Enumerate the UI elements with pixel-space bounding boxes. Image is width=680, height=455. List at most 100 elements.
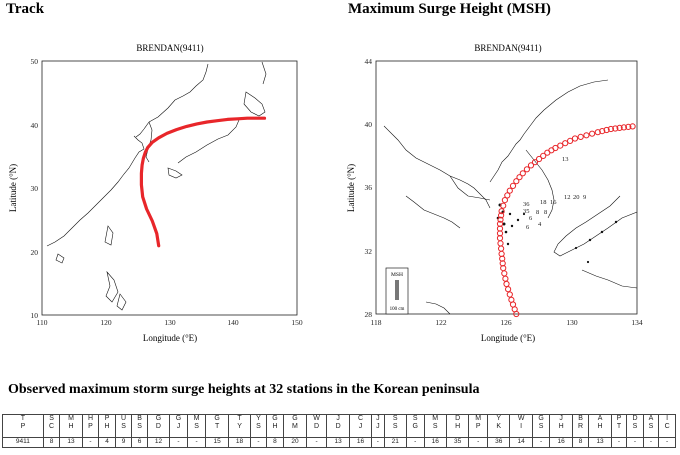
- msh-heading: Maximum Surge Height (MSH): [348, 1, 551, 17]
- track-marker: [516, 174, 523, 181]
- station-code-top: G: [214, 415, 220, 422]
- track-marker: [540, 152, 547, 159]
- station-code-bottom: S: [632, 423, 638, 430]
- track-marker: [503, 280, 510, 288]
- station-code-top: M: [432, 415, 439, 422]
- station-value: 18: [227, 437, 252, 448]
- track-series-line: [139, 116, 267, 248]
- station-code-top: A: [648, 415, 654, 422]
- track-marker: [502, 275, 509, 282]
- station-value: -: [371, 437, 385, 448]
- track-marker: [589, 130, 596, 137]
- station-value: 20: [283, 437, 307, 448]
- track-marker: [513, 178, 520, 185]
- track-marker: [583, 132, 590, 139]
- track-coastlines: [46, 61, 267, 311]
- msh-chart-title: BRENDAN(9411): [474, 43, 541, 53]
- station-code-top: G: [538, 415, 544, 422]
- track-y-tick: 40: [31, 121, 39, 130]
- msh-x-tick: 134: [631, 318, 643, 327]
- track-marker: [612, 125, 619, 132]
- track-marker: [599, 128, 606, 135]
- track-x-axis-label: Longitude (°E): [143, 333, 197, 343]
- track-marker: [496, 220, 504, 227]
- track-marker: [629, 123, 636, 130]
- station-code-top: S: [392, 415, 398, 422]
- station-value: 8: [42, 437, 61, 448]
- track-marker: [501, 197, 508, 204]
- station-code-bottom: S: [538, 423, 544, 430]
- station-value: 16: [348, 437, 373, 448]
- surge-label: 36: [523, 201, 530, 208]
- track-marker: [500, 202, 507, 209]
- msh-y-tick: 28: [365, 310, 373, 319]
- station-code-top: S: [412, 415, 418, 422]
- msh-y-tick: 36: [365, 183, 373, 192]
- msh-legend-bar: [395, 280, 399, 300]
- station-code-top: C: [358, 415, 364, 422]
- station-code-top: H: [87, 415, 94, 422]
- track-axis-ticks: 110 120 130 140 150 10 20 30 40 50: [31, 57, 303, 327]
- station-value: 35: [445, 437, 470, 448]
- surge-label: 9: [583, 194, 586, 201]
- station-value: -: [81, 437, 100, 448]
- station-code-bottom: M: [292, 423, 298, 430]
- msh-legend-label: MSH: [391, 272, 403, 278]
- station-code-bottom: S: [194, 423, 199, 430]
- station-code-bottom: Y: [237, 423, 242, 430]
- track-marker: [523, 166, 530, 173]
- surge-label: 20: [573, 194, 580, 201]
- station-code-bottom: P: [88, 423, 93, 430]
- track-y-axis-label: Latitude (°N): [8, 164, 18, 212]
- msh-x-axis-label: Longitude (°E): [481, 333, 535, 343]
- station-code-top: B: [137, 415, 142, 422]
- track-chart: BRENDAN(9411) 110 120 130 140 150 10 20 …: [8, 43, 303, 343]
- station-code-top: M: [475, 415, 482, 422]
- station-code-top: G: [272, 415, 278, 422]
- station-value: -: [186, 437, 207, 448]
- msh-y-tick: 44: [365, 57, 373, 66]
- station-value: -: [405, 437, 425, 448]
- station-value: 13: [59, 437, 83, 448]
- station-code-bottom: S: [256, 423, 261, 430]
- station-code-bottom: D: [314, 423, 320, 430]
- track-marker: [552, 144, 559, 152]
- station-code-bottom: S: [432, 423, 438, 430]
- station-value: 13: [326, 437, 350, 448]
- msh-y-tick: 40: [365, 120, 373, 129]
- track-marker: [607, 125, 614, 133]
- station-code-bottom: H: [68, 423, 74, 430]
- surge-label: 4: [538, 221, 542, 228]
- msh-x-tick: 126: [500, 318, 512, 327]
- track-marker: [498, 208, 505, 215]
- station-value: 36: [486, 437, 511, 448]
- station-value: -: [642, 437, 660, 448]
- track-marker: [508, 296, 515, 303]
- station-code-top: J: [559, 415, 563, 422]
- track-marker: [527, 162, 535, 169]
- station-code-bottom: R: [578, 423, 584, 430]
- msh-coastlines: [383, 79, 638, 315]
- station-value: 14: [509, 437, 533, 448]
- surge-label: 8: [544, 209, 547, 216]
- station-value: 9: [114, 437, 133, 448]
- track-marker: [616, 124, 623, 132]
- station-code-top: I: [666, 415, 669, 422]
- msh-chart: BRENDAN(9411) 13 18 16 12 20 36 35 9 8 8…: [346, 43, 643, 343]
- track-marker: [504, 192, 511, 199]
